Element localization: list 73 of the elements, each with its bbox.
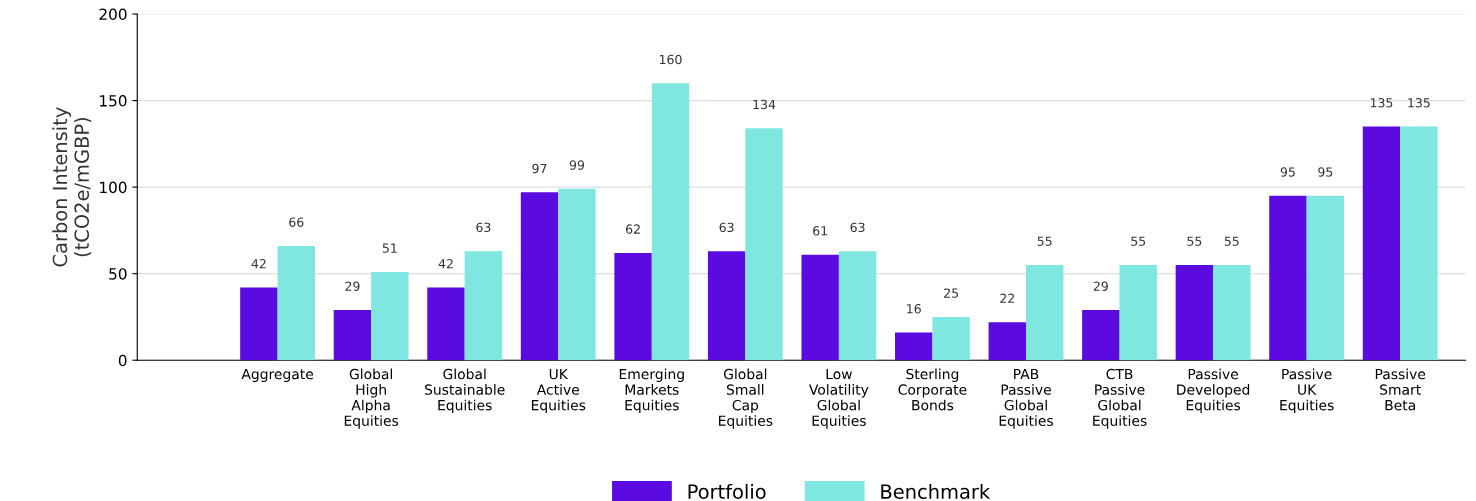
y-tick-label: 200 [99, 8, 127, 21]
x-tick-label: CTB Passive Global Equities [1093, 368, 1147, 429]
x-tick-label: Passive Developed Equities [1177, 368, 1250, 414]
bar [371, 271, 409, 361]
x-tick-label: Sterling Corporate Bonds [898, 368, 967, 411]
x-tick-label: Aggregate [241, 368, 314, 382]
data-label: 55 [1131, 236, 1146, 246]
data-label: 25 [944, 288, 959, 298]
data-label: 55 [1037, 236, 1052, 246]
bar [1213, 265, 1251, 361]
bar [932, 316, 970, 361]
bar [1025, 265, 1064, 361]
bar [1119, 265, 1157, 361]
y-tick-label: 50 [109, 268, 127, 280]
bar [558, 188, 596, 361]
x-tick-label: Global High Alpha Equities [344, 368, 399, 429]
x-tick-label: Passive UK Equities [1280, 368, 1334, 414]
bar [1362, 126, 1401, 361]
data-label: 160 [659, 54, 682, 65]
bar [801, 254, 839, 361]
data-label: 97 [532, 163, 547, 174]
bar [1175, 265, 1214, 361]
x-tick-label: Emerging Markets Equities [619, 368, 684, 414]
x-tick-label: Global Small Cap Equities [719, 368, 773, 429]
data-label: 135 [1370, 98, 1393, 108]
bar [988, 322, 1026, 361]
data-label: 51 [382, 243, 397, 253]
bar [1306, 195, 1345, 361]
bar [745, 128, 783, 361]
bar [1269, 195, 1307, 361]
x-tick-label: Low Volatility Global Equities [809, 368, 869, 429]
legend-label: Benchmark [881, 483, 991, 499]
data-label: 42 [438, 258, 453, 269]
data-label: 61 [813, 226, 827, 236]
data-label: 63 [719, 222, 734, 233]
bar [240, 287, 278, 361]
y-axis-title: Carbon Intensity (tCO2e/mGBP) [52, 107, 92, 267]
data-label: 66 [289, 217, 304, 227]
data-label: 95 [1318, 167, 1333, 177]
data-label: 134 [753, 99, 776, 110]
data-label: 29 [345, 281, 360, 291]
data-label: 42 [251, 258, 266, 269]
bar [464, 251, 503, 361]
data-label: 99 [569, 160, 585, 170]
data-label: 29 [1093, 281, 1108, 291]
data-label: 135 [1408, 98, 1430, 108]
bar [651, 83, 690, 361]
bar [277, 245, 316, 361]
bar [1082, 310, 1120, 361]
bar [333, 310, 372, 361]
x-tick-label: PAB Passive Global Equities [999, 368, 1053, 429]
data-label: 55 [1224, 236, 1239, 246]
bar [1400, 126, 1438, 361]
data-label: 22 [1000, 293, 1014, 303]
bar [520, 192, 559, 361]
y-tick-label: 0 [118, 354, 127, 367]
bar [895, 332, 933, 361]
x-tick-label: Global Sustainable Equities [425, 368, 505, 414]
x-tick-label: UK Active Equities [531, 368, 586, 414]
data-label: 16 [907, 303, 921, 314]
data-label: 55 [1187, 236, 1202, 246]
x-tick-label: Passive Smart Beta [1375, 368, 1426, 411]
legend-label: Portfolio [688, 483, 766, 499]
y-tick-label: 150 [100, 95, 127, 107]
data-label: 95 [1280, 167, 1295, 177]
data-label: 63 [476, 222, 491, 233]
y-tick-label: 100 [100, 181, 127, 194]
bar [614, 252, 652, 361]
bar [427, 287, 465, 361]
bar [707, 251, 746, 361]
bar [838, 251, 877, 361]
data-label: 62 [626, 224, 640, 234]
data-label: 63 [850, 222, 865, 233]
